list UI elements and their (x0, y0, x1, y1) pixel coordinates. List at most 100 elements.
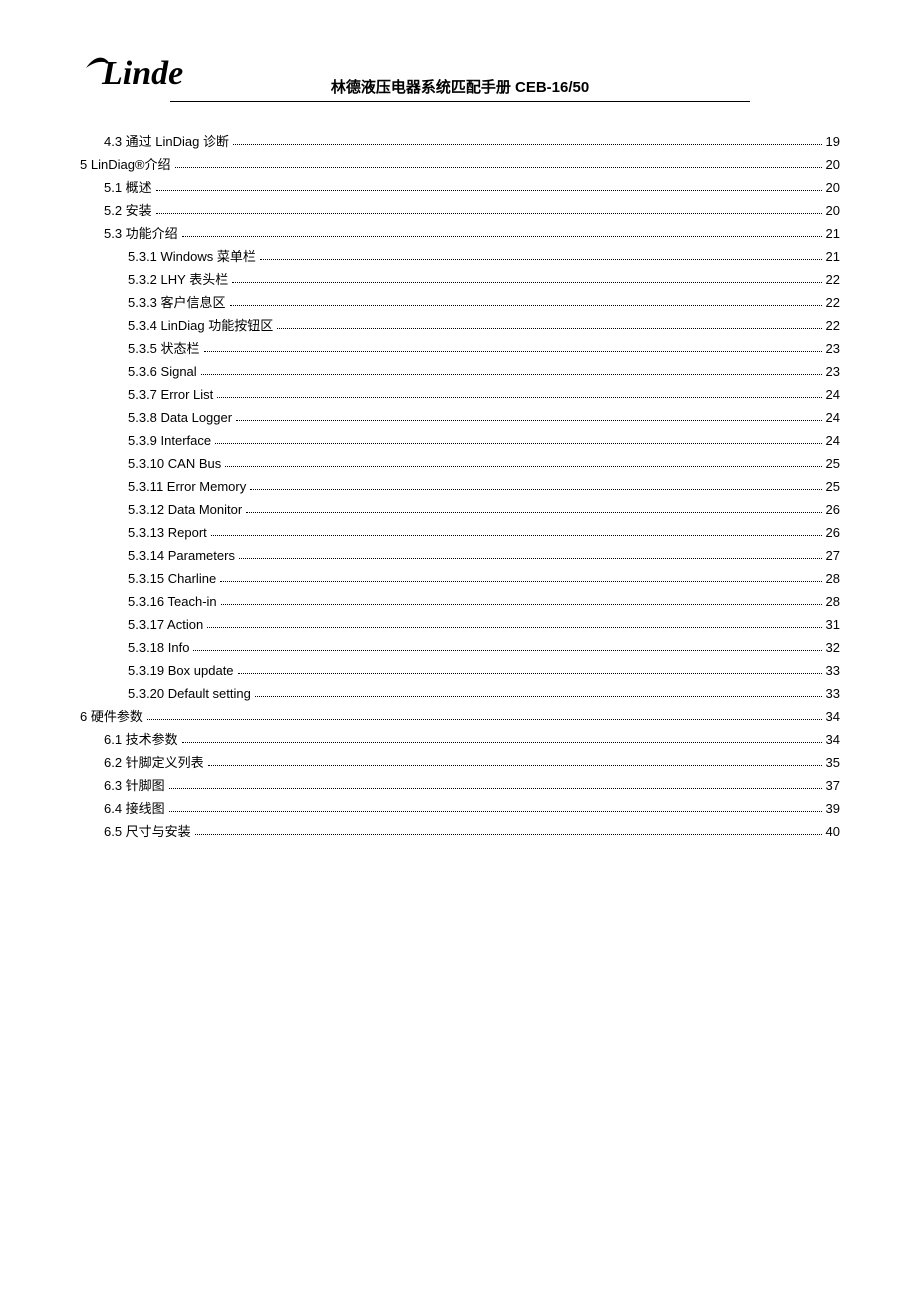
header-divider (170, 101, 750, 102)
toc-entry-page: 35 (826, 756, 840, 769)
toc-entry[interactable]: 6.4 接线图39 (80, 797, 840, 820)
toc-entry-label: 5.3.16 Teach-in (128, 595, 217, 608)
svg-text:Linde: Linde (101, 55, 183, 92)
toc-leader-dots (220, 580, 821, 582)
toc-entry-page: 37 (826, 779, 840, 792)
toc-entry[interactable]: 5.3.11 Error Memory25 (80, 475, 840, 498)
toc-leader-dots (195, 833, 822, 835)
toc-entry-page: 20 (826, 158, 840, 171)
toc-entry[interactable]: 5.3.20 Default setting33 (80, 682, 840, 705)
toc-entry[interactable]: 5.3.15 Charline 28 (80, 567, 840, 590)
toc-entry-page: 21 (826, 227, 840, 240)
toc-entry[interactable]: 5.3.5 状态栏 23 (80, 337, 840, 360)
toc-entry-page: 25 (826, 457, 840, 470)
toc-entry[interactable]: 5.3 功能介绍21 (80, 222, 840, 245)
toc-entry-page: 22 (826, 319, 840, 332)
toc-entry-label: 6.5 尺寸与安装 (104, 825, 191, 838)
toc-entry[interactable]: 6.5 尺寸与安装 40 (80, 820, 840, 843)
toc-entry-page: 26 (826, 526, 840, 539)
toc-entry[interactable]: 5.3.16 Teach-in 28 (80, 590, 840, 613)
toc-entry[interactable]: 5.3.4 LinDiag 功能按钮区 22 (80, 314, 840, 337)
toc-entry[interactable]: 5.3.17 Action 31 (80, 613, 840, 636)
toc-entry[interactable]: 6 硬件参数 34 (80, 705, 840, 728)
toc-entry[interactable]: 6.1 技术参数34 (80, 728, 840, 751)
toc-entry-label: 5.3.7 Error List (128, 388, 213, 401)
toc-leader-dots (208, 764, 822, 766)
toc-entry[interactable]: 5 LinDiag®介绍20 (80, 153, 840, 176)
toc-leader-dots (169, 810, 822, 812)
toc-leader-dots (169, 787, 822, 789)
toc-entry[interactable]: 5.3.10 CAN Bus 25 (80, 452, 840, 475)
toc-leader-dots (260, 258, 822, 260)
toc-entry[interactable]: 5.3.19 Box update33 (80, 659, 840, 682)
toc-entry[interactable]: 5.3.8 Data Logger24 (80, 406, 840, 429)
toc-leader-dots (193, 649, 821, 651)
toc-entry-label: 5.3.11 Error Memory (128, 480, 246, 493)
toc-entry-page: 23 (826, 365, 840, 378)
toc-entry-label: 5.2 安装 (104, 204, 152, 217)
toc-entry-page: 28 (826, 595, 840, 608)
toc-entry-page: 40 (826, 825, 840, 838)
toc-entry-page: 34 (826, 710, 840, 723)
toc-entry[interactable]: 5.3.9 Interface 24 (80, 429, 840, 452)
toc-leader-dots (207, 626, 821, 628)
toc-leader-dots (204, 350, 822, 352)
table-of-contents: 4.3 通过 LinDiag 诊断195 LinDiag®介绍205.1 概述2… (80, 130, 840, 843)
page-header: Linde 林德液压电器系统匹配手册 CEB-16/50 (80, 48, 840, 112)
toc-entry-page: 26 (826, 503, 840, 516)
toc-leader-dots (277, 327, 821, 329)
toc-entry[interactable]: 5.2 安装 20 (80, 199, 840, 222)
toc-entry-label: 5.3.6 Signal (128, 365, 197, 378)
toc-leader-dots (175, 166, 822, 168)
toc-entry[interactable]: 5.3.6 Signal 23 (80, 360, 840, 383)
toc-entry[interactable]: 5.1 概述20 (80, 176, 840, 199)
toc-entry-page: 20 (826, 204, 840, 217)
toc-entry-label: 5.3.9 Interface (128, 434, 211, 447)
toc-entry[interactable]: 5.3.18 Info 32 (80, 636, 840, 659)
toc-leader-dots (182, 235, 822, 237)
linde-logo-svg: Linde (80, 44, 220, 94)
toc-leader-dots (236, 419, 821, 421)
toc-leader-dots (225, 465, 821, 467)
toc-entry[interactable]: 5.3.14 Parameters27 (80, 544, 840, 567)
toc-leader-dots (182, 741, 822, 743)
toc-entry-page: 33 (826, 687, 840, 700)
toc-leader-dots (156, 189, 822, 191)
toc-entry-label: 5.3.4 LinDiag 功能按钮区 (128, 319, 273, 332)
toc-entry[interactable]: 4.3 通过 LinDiag 诊断19 (80, 130, 840, 153)
toc-leader-dots (156, 212, 822, 214)
toc-entry-label: 6.4 接线图 (104, 802, 165, 815)
toc-entry-page: 23 (826, 342, 840, 355)
toc-entry-page: 24 (826, 411, 840, 424)
toc-entry-label: 5.3.18 Info (128, 641, 189, 654)
toc-leader-dots (217, 396, 821, 398)
toc-leader-dots (250, 488, 821, 490)
toc-entry-label: 5.3.17 Action (128, 618, 203, 631)
toc-entry-label: 5.3.15 Charline (128, 572, 216, 585)
toc-leader-dots (215, 442, 821, 444)
toc-entry[interactable]: 5.3.3 客户信息区22 (80, 291, 840, 314)
toc-entry[interactable]: 5.3.1 Windows 菜单栏21 (80, 245, 840, 268)
toc-entry-label: 6.2 针脚定义列表 (104, 756, 204, 769)
toc-leader-dots (211, 534, 822, 536)
toc-entry[interactable]: 5.3.13 Report26 (80, 521, 840, 544)
toc-leader-dots (233, 143, 822, 145)
toc-entry[interactable]: 6.3 针脚图 37 (80, 774, 840, 797)
document-page: Linde 林德液压电器系统匹配手册 CEB-16/50 4.3 通过 LinD… (0, 0, 920, 1302)
toc-entry-label: 5.3.5 状态栏 (128, 342, 200, 355)
toc-entry[interactable]: 5.3.7 Error List 24 (80, 383, 840, 406)
toc-entry-label: 6.3 针脚图 (104, 779, 165, 792)
toc-entry[interactable]: 5.3.2 LHY 表头栏22 (80, 268, 840, 291)
toc-entry-label: 5.3.10 CAN Bus (128, 457, 221, 470)
toc-entry[interactable]: 5.3.12 Data Monitor26 (80, 498, 840, 521)
toc-entry[interactable]: 6.2 针脚定义列表 35 (80, 751, 840, 774)
toc-leader-dots (246, 511, 821, 513)
linde-logo: Linde (80, 44, 220, 94)
toc-entry-label: 6 硬件参数 (80, 710, 143, 723)
toc-entry-page: 28 (826, 572, 840, 585)
toc-entry-page: 24 (826, 434, 840, 447)
toc-entry-page: 32 (826, 641, 840, 654)
toc-entry-page: 24 (826, 388, 840, 401)
toc-entry-label: 4.3 通过 LinDiag 诊断 (104, 135, 229, 148)
toc-entry-page: 31 (826, 618, 840, 631)
